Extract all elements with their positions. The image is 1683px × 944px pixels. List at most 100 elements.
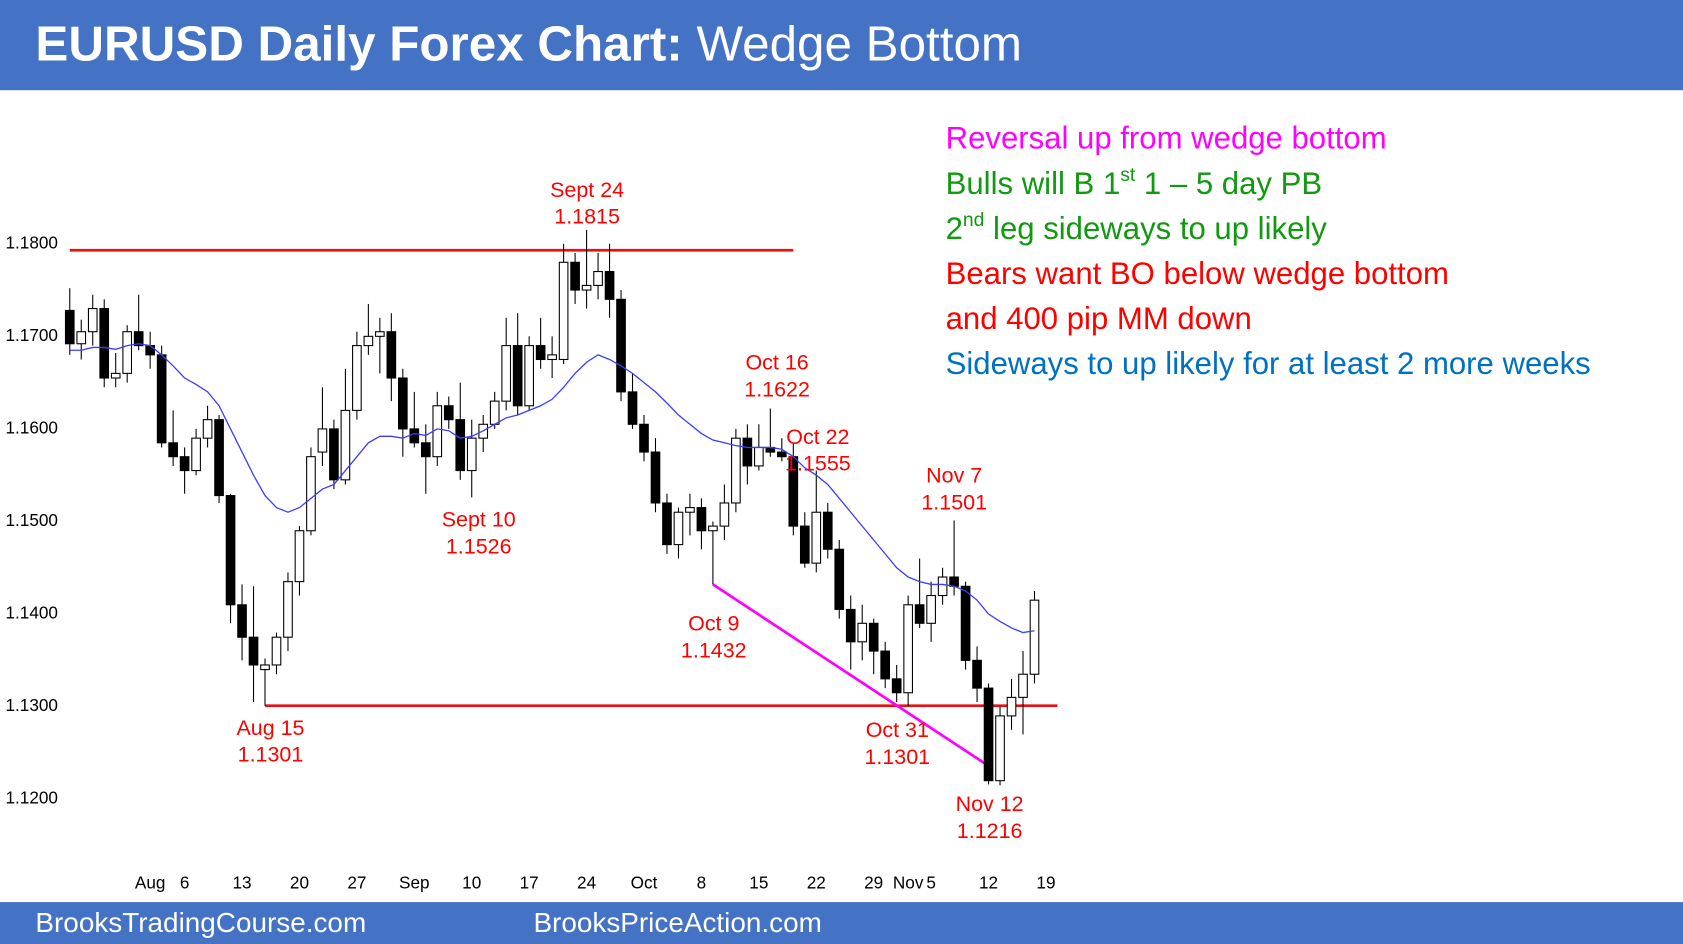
annotation: Oct 9: [688, 612, 739, 636]
candle-body: [604, 271, 615, 300]
y-tick-label: 1.1800: [5, 232, 57, 252]
candle-body: [64, 309, 75, 345]
y-tick-label: 1.1300: [5, 695, 57, 715]
candle-body: [501, 345, 512, 402]
candle-body: [673, 511, 684, 546]
candle-body: [972, 659, 982, 689]
x-tick-label: 17: [520, 872, 539, 892]
candle-body: [524, 345, 534, 407]
candle-body: [868, 622, 879, 652]
footer-left: BrooksTradingCourse.com: [35, 907, 366, 938]
note-part: Bears want BO below wedge bottom: [946, 256, 1449, 291]
candle-body: [995, 715, 1005, 782]
candle-body: [386, 331, 397, 379]
candle-body: [202, 419, 213, 439]
header-title: EURUSD Daily Forex Chart: Wedge Bottom: [35, 16, 1022, 71]
x-tick-label: Nov: [893, 872, 924, 892]
candle-body: [949, 576, 959, 587]
candle-body: [581, 284, 592, 291]
trend-line: [712, 583, 990, 767]
candle-body: [225, 495, 236, 606]
title-rest: Wedge Bottom: [683, 16, 1022, 71]
candle-body: [283, 581, 293, 638]
candle-body: [317, 428, 328, 453]
note: and 400 pip MM down: [946, 301, 1252, 336]
candle-body: [512, 345, 523, 407]
annotation: Sept 24: [550, 178, 624, 202]
note: Reversal up from wedge bottom: [946, 121, 1387, 156]
candle-body: [466, 437, 477, 472]
candle-body: [547, 354, 557, 361]
x-tick-label: 20: [290, 872, 309, 892]
x-tick-label: 24: [577, 872, 597, 892]
candle-body: [776, 451, 787, 458]
x-tick-label: 10: [462, 872, 481, 892]
candle-body: [903, 604, 913, 694]
y-tick-label: 1.1600: [5, 417, 57, 437]
candle-body: [455, 419, 466, 472]
candle-body: [409, 428, 420, 444]
note-part: nd: [963, 210, 984, 231]
candle-body: [260, 664, 270, 671]
candle-body: [248, 636, 259, 666]
candle-body: [363, 335, 374, 347]
candle-body: [880, 650, 891, 680]
x-tick-label: 5: [926, 872, 936, 892]
candle-body: [168, 442, 178, 458]
candle-body: [329, 428, 339, 481]
candle-body: [937, 576, 948, 597]
y-tick-label: 1.1400: [5, 603, 57, 623]
note: Sideways to up likely for at least 2 mor…: [946, 346, 1591, 381]
candle-body: [76, 331, 87, 345]
candle-body: [87, 308, 98, 333]
header-bar: [0, 0, 1683, 91]
candle-body: [799, 525, 810, 564]
annotation: 1.1432: [681, 639, 747, 663]
candle-body: [340, 409, 351, 481]
candle-body: [294, 530, 305, 583]
candle-body: [834, 548, 845, 610]
x-tick-label: 6: [180, 872, 190, 892]
annotation: Oct 16: [745, 351, 808, 375]
candle-body: [133, 331, 144, 347]
candle-body: [754, 446, 764, 467]
candle-body: [811, 511, 822, 564]
candle-body: [179, 456, 190, 472]
plot: 1.1200 1.1300 1.1400 1.1500 1.1600 1.1700 1.18…: [5, 121, 1590, 892]
candle-body: [1018, 673, 1028, 698]
candle-body: [397, 377, 408, 430]
note: Bulls will B 1st 1 – 5 day PB: [946, 165, 1323, 201]
candle-body: [156, 354, 167, 444]
footer-bar: [0, 902, 1683, 944]
candle-body: [960, 585, 971, 661]
candle-body: [685, 507, 695, 513]
candle-body: [822, 511, 833, 550]
candle-body: [662, 502, 672, 546]
candle-body: [857, 622, 868, 643]
annotation: Aug 15: [236, 716, 304, 740]
note: 2nd leg sideways to up likely: [946, 210, 1328, 246]
y-tick-label: 1.1200: [5, 788, 57, 808]
footer-right: BrooksPriceAction.com: [533, 907, 821, 938]
candle-body: [983, 687, 994, 782]
candle-body: [650, 451, 661, 504]
annotation: 1.1815: [554, 205, 620, 229]
candle-body: [489, 400, 500, 425]
note-part: 2: [946, 211, 963, 246]
candle-body: [558, 261, 569, 361]
candle-body: [570, 261, 580, 291]
annotation: 1.1555: [785, 452, 851, 476]
candle-body: [122, 331, 133, 374]
note-part: and 400 pip MM down: [946, 301, 1252, 336]
note-part: leg sideways to up likely: [984, 211, 1327, 246]
candle-body: [616, 298, 626, 393]
candle-body: [352, 345, 362, 411]
candle-body: [237, 604, 247, 638]
x-tick-label: 19: [1036, 872, 1055, 892]
y-tick-label: 1.1700: [5, 325, 57, 345]
candle-body: [145, 345, 155, 356]
annotation: 1.1622: [744, 378, 810, 402]
candle-body: [731, 437, 741, 504]
